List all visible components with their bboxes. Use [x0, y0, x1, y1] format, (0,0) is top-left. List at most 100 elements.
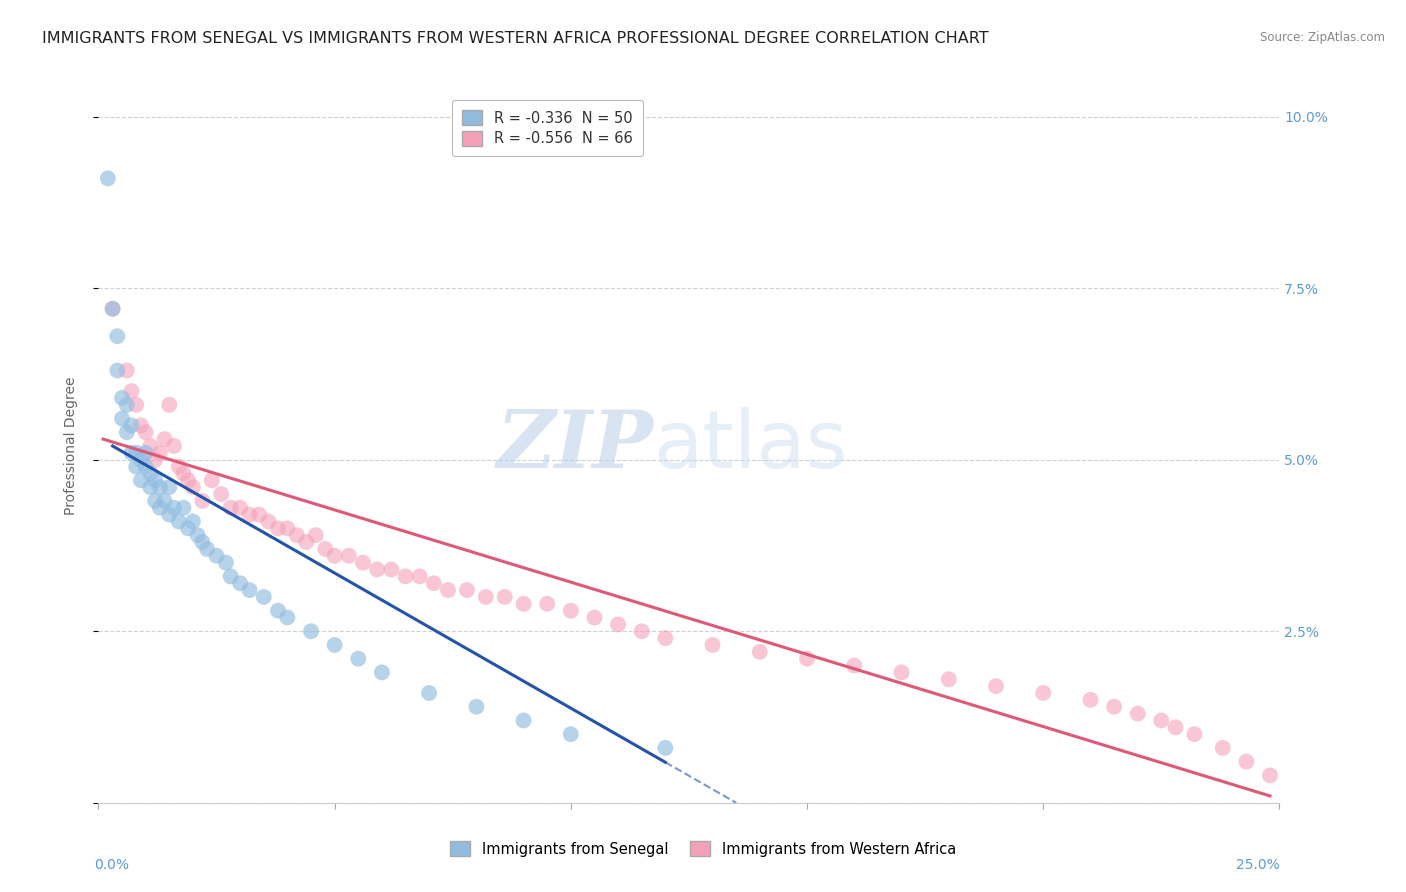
Point — [1184, 727, 1206, 741]
Point — [1080, 693, 1102, 707]
Point — [748, 645, 770, 659]
Text: 0.0%: 0.0% — [94, 858, 129, 871]
Point — [560, 604, 582, 618]
Point — [139, 439, 162, 453]
Point — [209, 487, 232, 501]
Point — [239, 508, 262, 522]
Point — [654, 631, 676, 645]
Point — [115, 425, 138, 440]
Point — [157, 480, 180, 494]
Point — [1102, 699, 1125, 714]
Text: IMMIGRANTS FROM SENEGAL VS IMMIGRANTS FROM WESTERN AFRICA PROFESSIONAL DEGREE CO: IMMIGRANTS FROM SENEGAL VS IMMIGRANTS FR… — [42, 31, 988, 46]
Point — [536, 597, 558, 611]
Point — [276, 610, 298, 624]
Point — [456, 583, 478, 598]
Point — [267, 604, 290, 618]
Point — [295, 535, 318, 549]
Point — [494, 590, 516, 604]
Point — [630, 624, 652, 639]
Point — [938, 673, 960, 687]
Point — [1234, 755, 1257, 769]
Point — [352, 556, 374, 570]
Point — [583, 610, 606, 624]
Point — [181, 515, 204, 529]
Point — [149, 446, 172, 460]
Point — [219, 500, 242, 515]
Point — [143, 494, 166, 508]
Point — [257, 515, 280, 529]
Point — [135, 459, 157, 474]
Point — [607, 617, 630, 632]
Point — [423, 576, 446, 591]
Point — [408, 569, 430, 583]
Text: atlas: atlas — [654, 407, 848, 485]
Point — [314, 541, 336, 556]
Point — [105, 329, 128, 343]
Point — [1032, 686, 1054, 700]
Point — [1258, 768, 1281, 782]
Point — [560, 727, 582, 741]
Point — [215, 556, 238, 570]
Point — [323, 549, 346, 563]
Point — [239, 583, 262, 598]
Point — [219, 569, 242, 583]
Point — [1164, 720, 1187, 734]
Point — [97, 171, 120, 186]
Point — [267, 521, 290, 535]
Point — [149, 500, 172, 515]
Point — [323, 638, 346, 652]
Point — [394, 569, 416, 583]
Point — [149, 480, 172, 494]
Point — [125, 398, 148, 412]
Point — [276, 521, 298, 535]
Point — [125, 446, 148, 460]
Point — [172, 467, 194, 481]
Point — [121, 446, 143, 460]
Legend: Immigrants from Senegal, Immigrants from Western Africa: Immigrants from Senegal, Immigrants from… — [444, 835, 962, 863]
Point — [205, 549, 228, 563]
Point — [285, 528, 308, 542]
Point — [1212, 740, 1234, 755]
Point — [229, 500, 252, 515]
Point — [129, 473, 152, 487]
Point — [702, 638, 724, 652]
Point — [201, 473, 224, 487]
Point — [101, 301, 124, 316]
Point — [195, 541, 218, 556]
Point — [129, 418, 152, 433]
Point — [465, 699, 488, 714]
Point — [105, 363, 128, 377]
Legend: R = -0.336  N = 50, R = -0.556  N = 66: R = -0.336 N = 50, R = -0.556 N = 66 — [451, 100, 643, 156]
Point — [371, 665, 394, 680]
Point — [1150, 714, 1173, 728]
Point — [337, 549, 360, 563]
Point — [143, 452, 166, 467]
Point — [181, 480, 204, 494]
Point — [167, 459, 190, 474]
Point — [111, 411, 134, 425]
Point — [1126, 706, 1149, 721]
Point — [143, 473, 166, 487]
Text: 25.0%: 25.0% — [1236, 858, 1279, 871]
Y-axis label: Professional Degree: Professional Degree — [63, 376, 77, 516]
Point — [366, 562, 388, 576]
Point — [418, 686, 440, 700]
Point — [380, 562, 402, 576]
Point — [191, 535, 214, 549]
Point — [796, 651, 818, 665]
Point — [229, 576, 252, 591]
Point — [157, 398, 180, 412]
Point — [305, 528, 328, 542]
Point — [101, 301, 124, 316]
Point — [115, 363, 138, 377]
Point — [253, 590, 276, 604]
Point — [984, 679, 1007, 693]
Point — [163, 500, 186, 515]
Point — [187, 528, 209, 542]
Point — [844, 658, 866, 673]
Text: ZIP: ZIP — [496, 408, 654, 484]
Text: Source: ZipAtlas.com: Source: ZipAtlas.com — [1260, 31, 1385, 45]
Point — [247, 508, 270, 522]
Point — [437, 583, 460, 598]
Point — [177, 521, 200, 535]
